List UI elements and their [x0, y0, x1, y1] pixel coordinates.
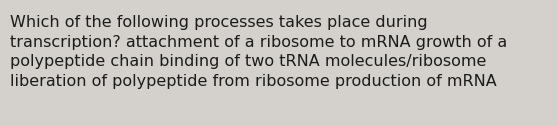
Text: Which of the following processes takes place during
transcription? attachment of: Which of the following processes takes p… — [10, 15, 507, 89]
